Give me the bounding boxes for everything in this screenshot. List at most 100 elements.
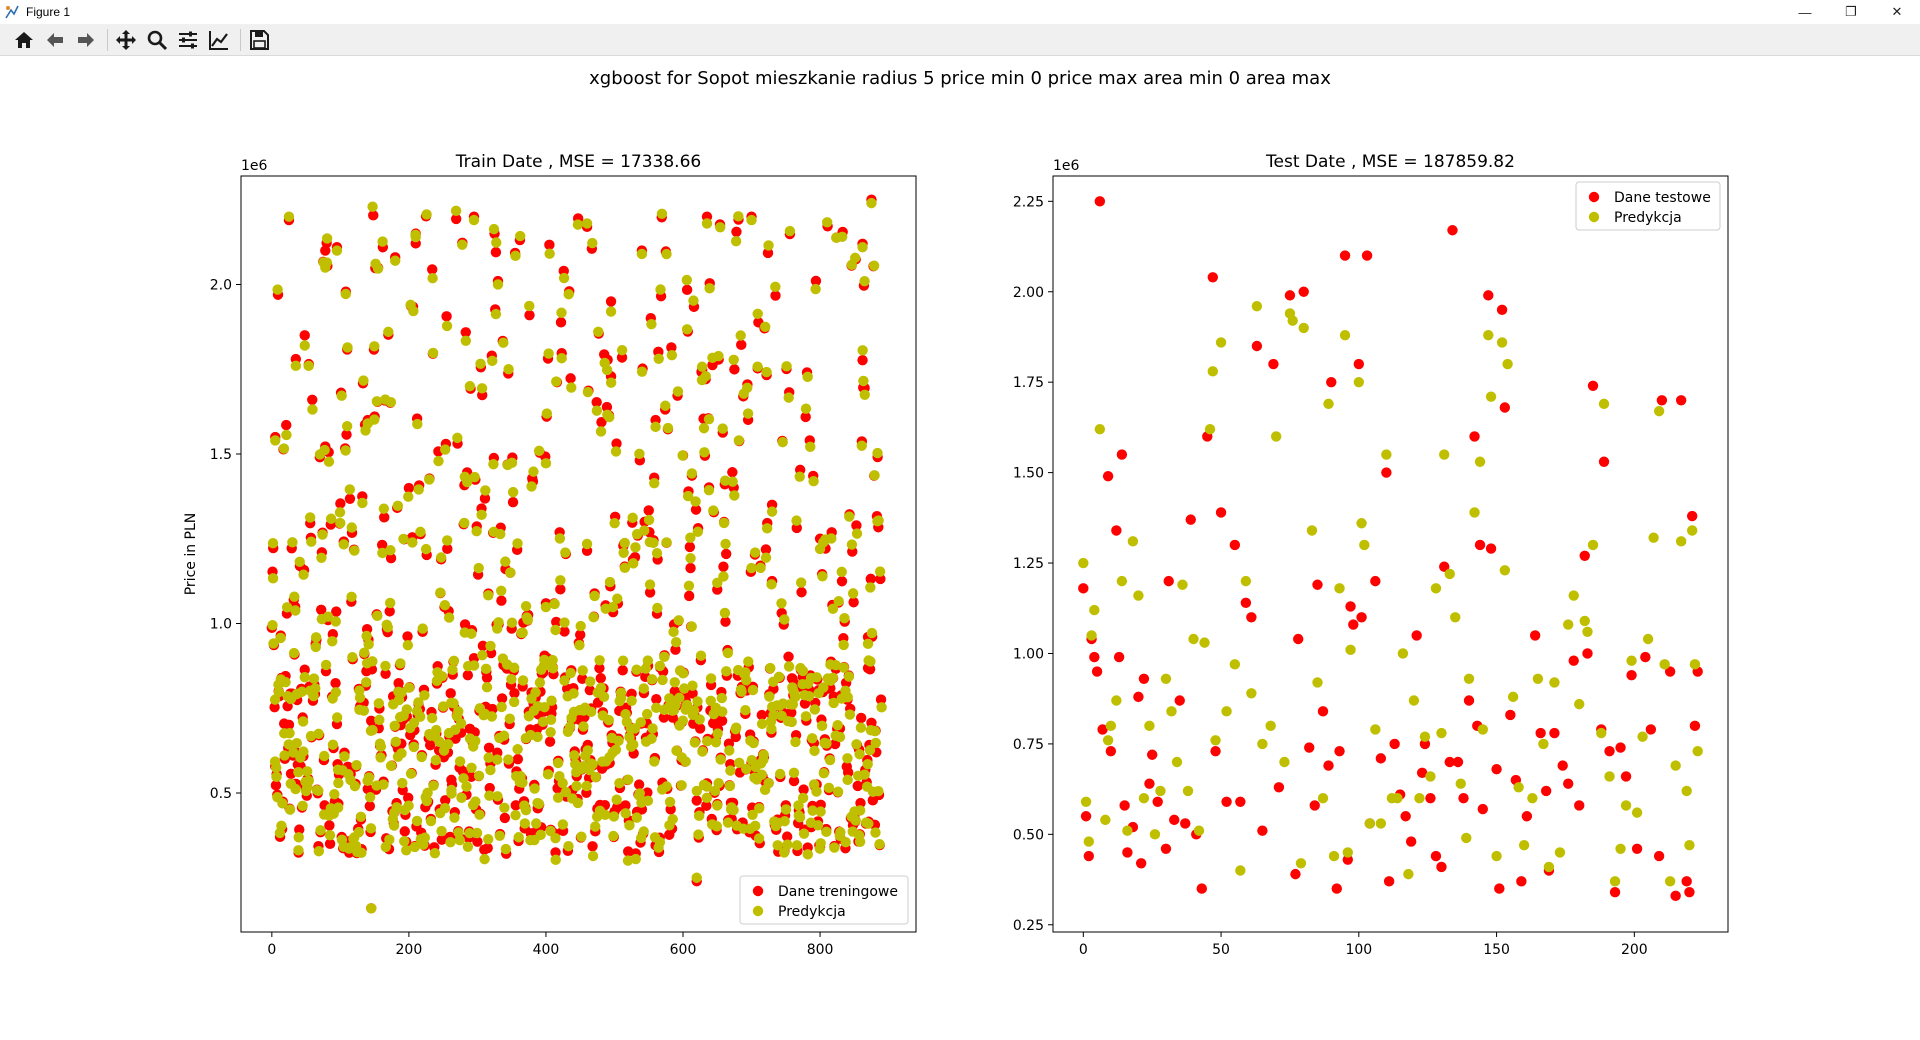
actual-point [1323, 760, 1334, 771]
prediction-point [419, 690, 430, 701]
prediction-point [876, 702, 887, 713]
prediction-point [821, 826, 832, 838]
prediction-point [434, 736, 445, 748]
actual-point [851, 520, 862, 531]
actual-point [399, 826, 410, 837]
prediction-point [1598, 398, 1610, 410]
actual-point [385, 553, 397, 564]
prediction-point [636, 248, 648, 260]
prediction-point [537, 716, 549, 728]
prediction-point [272, 284, 283, 295]
back-button[interactable] [41, 26, 69, 54]
save-button[interactable] [245, 26, 273, 54]
y-offset-text: 1e6 [1053, 158, 1080, 174]
prediction-point [445, 836, 456, 848]
prediction-point [1496, 337, 1508, 348]
actual-point [1309, 800, 1320, 811]
prediction-point [1295, 858, 1307, 869]
actual-point [855, 712, 867, 724]
prediction-point [667, 814, 678, 825]
prediction-point [426, 712, 438, 724]
actual-point [1686, 510, 1698, 522]
prediction-point [407, 537, 418, 548]
legend-label: Predykcja [778, 904, 846, 920]
prediction-point [330, 616, 341, 627]
prediction-point [569, 750, 580, 761]
prediction-point [779, 816, 790, 827]
actual-point [331, 606, 342, 617]
configure-subplots-button[interactable] [174, 26, 202, 54]
prediction-point [530, 818, 542, 829]
prediction-point [1364, 818, 1376, 829]
prediction-point [619, 537, 630, 549]
close-button[interactable]: ✕ [1891, 4, 1903, 19]
prediction-point [773, 671, 785, 683]
train-axes[interactable]: Train Date , MSE = 17338.66 1e6 Price in P… [183, 152, 917, 958]
prediction-point [776, 598, 787, 609]
actual-point [875, 694, 887, 705]
actual-point [595, 673, 606, 684]
legend-marker [752, 885, 764, 897]
actual-point [1684, 887, 1695, 898]
y-tick-label: 1.75 [1013, 375, 1044, 391]
axes-title: Test Date , MSE = 187859.82 [1265, 152, 1515, 172]
prediction-point [541, 408, 553, 419]
prediction-point [589, 590, 600, 602]
prediction-point [550, 854, 561, 866]
prediction-point [763, 240, 774, 251]
actual-point [1439, 561, 1450, 572]
prediction-point [349, 780, 361, 792]
actual-point [770, 290, 781, 301]
actual-point [1339, 250, 1351, 261]
prediction-point [354, 692, 366, 703]
prediction-point [473, 562, 484, 574]
prediction-point [496, 585, 507, 596]
actual-point [842, 767, 854, 778]
prediction-point [855, 722, 867, 733]
prediction-point [273, 686, 285, 698]
prediction-point [728, 354, 739, 365]
home-button[interactable] [10, 26, 38, 54]
prediction-point [510, 809, 521, 821]
actual-point [736, 339, 747, 351]
actual-point [1138, 673, 1150, 684]
test-axes[interactable]: Test Date , MSE = 187859.82 1e6 0 50 100 150 2… [1013, 152, 1729, 958]
y-offset-text: 1e6 [241, 158, 268, 174]
prediction-point [378, 779, 389, 790]
restore-button[interactable]: ❐ [1845, 4, 1857, 19]
prediction-point [498, 730, 510, 741]
actual-point [756, 709, 768, 721]
prediction-point [402, 639, 414, 651]
prediction-point [492, 279, 504, 290]
zoom-button[interactable] [143, 26, 171, 54]
prediction-point [870, 827, 881, 838]
actual-point [1251, 340, 1263, 352]
prediction-point [464, 827, 475, 839]
x-tick-label: 50 [1212, 942, 1230, 958]
actual-point [376, 539, 388, 551]
actual-point [307, 394, 318, 405]
prediction-point [1692, 745, 1703, 757]
edit-axis-button[interactable] [205, 26, 233, 54]
actual-point [731, 226, 742, 237]
prediction-point [456, 792, 467, 804]
minimize-button[interactable]: — [1798, 4, 1812, 20]
forward-button[interactable] [72, 26, 100, 54]
prediction-point [809, 704, 820, 715]
prediction-point [854, 749, 865, 760]
prediction-point [794, 471, 805, 482]
prediction-point [854, 836, 866, 847]
prediction-point [1342, 847, 1353, 858]
prediction-point [761, 523, 773, 534]
figure-canvas[interactable]: xgboost for Sopot mieszkanie radius 5 pr… [0, 57, 1920, 1040]
prediction-point [1334, 583, 1345, 594]
pan-button[interactable] [112, 26, 140, 54]
actual-point [1494, 883, 1505, 894]
prediction-point [802, 371, 813, 383]
prediction-point [760, 552, 772, 563]
prediction-point [661, 248, 672, 260]
prediction-point [278, 443, 290, 454]
prediction-point [859, 389, 870, 400]
prediction-point [647, 723, 658, 734]
prediction-point [686, 468, 698, 479]
